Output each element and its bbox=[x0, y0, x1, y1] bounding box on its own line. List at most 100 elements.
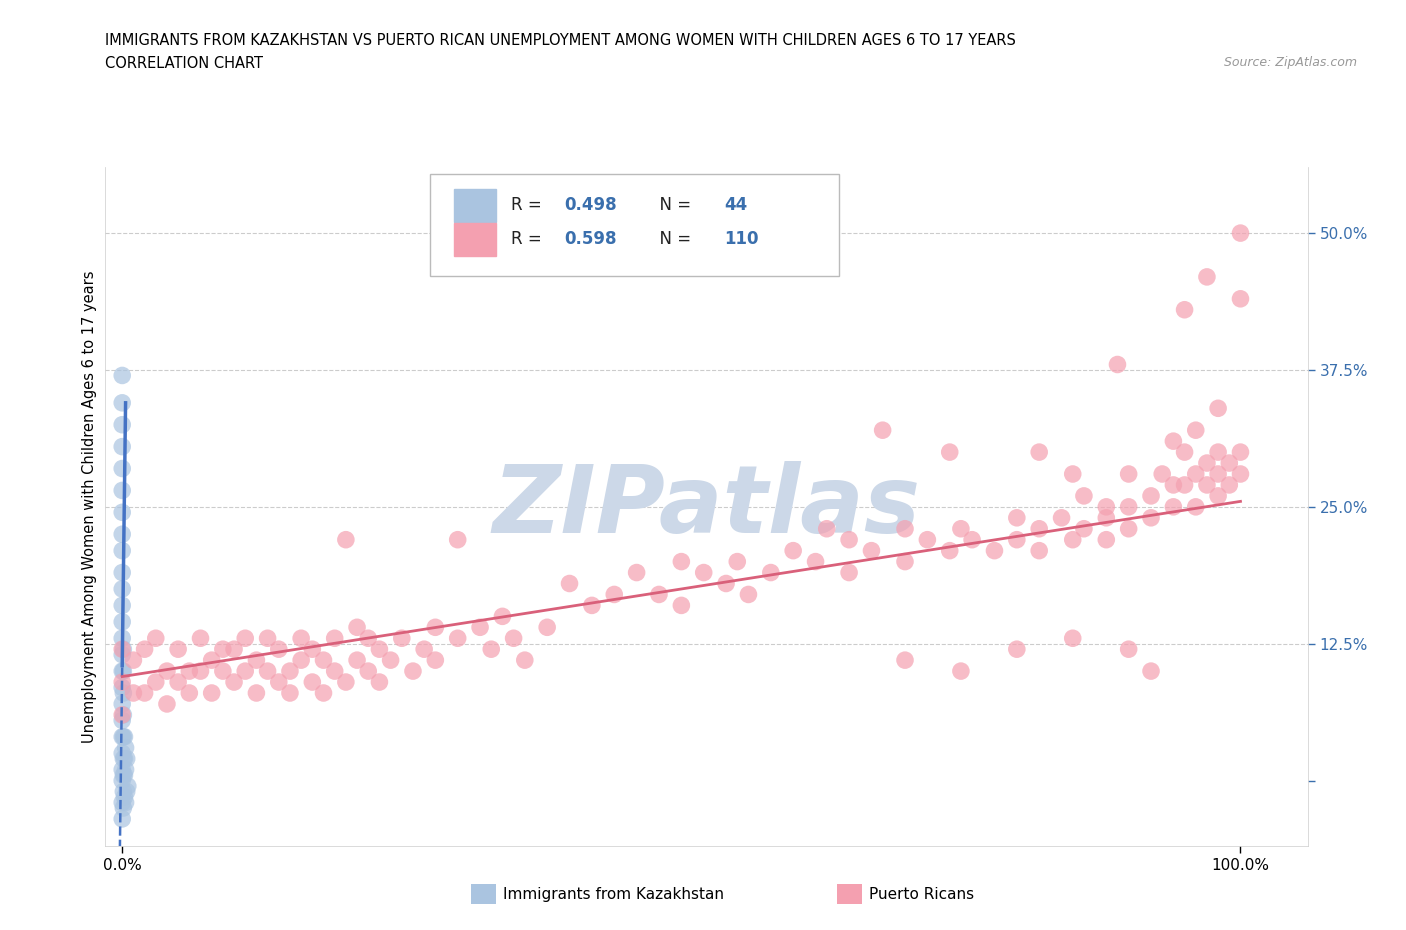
Point bbox=[111, 368, 134, 383]
Point bbox=[1118, 499, 1140, 514]
Point bbox=[938, 445, 960, 459]
Point bbox=[290, 653, 312, 668]
Point bbox=[156, 697, 179, 711]
Point bbox=[1095, 511, 1118, 525]
Point bbox=[111, 674, 134, 689]
Point bbox=[938, 543, 960, 558]
Point bbox=[111, 680, 134, 695]
Point bbox=[357, 664, 380, 679]
Point bbox=[949, 522, 972, 537]
Text: N =: N = bbox=[648, 196, 696, 215]
Point bbox=[357, 631, 380, 645]
Point bbox=[671, 598, 693, 613]
Point bbox=[815, 522, 838, 537]
Point bbox=[860, 543, 883, 558]
Point bbox=[479, 642, 502, 657]
Point bbox=[838, 565, 860, 580]
Point bbox=[1163, 433, 1185, 448]
Point bbox=[111, 647, 134, 662]
Point bbox=[1206, 467, 1229, 482]
Text: Puerto Ricans: Puerto Ricans bbox=[869, 887, 974, 902]
Point bbox=[671, 554, 693, 569]
Point bbox=[111, 395, 134, 410]
Point bbox=[134, 642, 156, 657]
Point bbox=[111, 526, 134, 541]
Point bbox=[111, 746, 134, 761]
Text: R =: R = bbox=[510, 196, 547, 215]
Point bbox=[402, 664, 425, 679]
Point bbox=[872, 423, 894, 438]
Point bbox=[117, 778, 139, 793]
Point bbox=[983, 543, 1005, 558]
Point bbox=[603, 587, 626, 602]
Point bbox=[115, 784, 138, 799]
Point bbox=[468, 620, 491, 635]
Point bbox=[256, 631, 278, 645]
Point bbox=[1118, 467, 1140, 482]
Point bbox=[1163, 477, 1185, 492]
Text: Source: ZipAtlas.com: Source: ZipAtlas.com bbox=[1223, 56, 1357, 69]
Point bbox=[112, 664, 135, 679]
Point bbox=[1062, 467, 1084, 482]
Point bbox=[111, 812, 134, 827]
Point bbox=[112, 784, 135, 799]
Point bbox=[114, 795, 136, 810]
Point bbox=[212, 664, 235, 679]
Point bbox=[1218, 456, 1240, 471]
Point bbox=[112, 708, 135, 723]
Point bbox=[222, 642, 245, 657]
Point bbox=[1174, 302, 1197, 317]
FancyBboxPatch shape bbox=[454, 223, 496, 256]
Point bbox=[1229, 226, 1251, 241]
Point bbox=[278, 664, 301, 679]
Point bbox=[1206, 488, 1229, 503]
Point bbox=[1184, 499, 1206, 514]
Point bbox=[1195, 270, 1218, 285]
Point bbox=[145, 674, 167, 689]
Point bbox=[447, 532, 470, 547]
Point bbox=[1229, 467, 1251, 482]
Point bbox=[267, 642, 290, 657]
Point bbox=[114, 763, 136, 777]
Point bbox=[1195, 477, 1218, 492]
Text: 0.498: 0.498 bbox=[565, 196, 617, 215]
Point bbox=[114, 729, 136, 744]
Point bbox=[111, 795, 134, 810]
Point bbox=[233, 664, 256, 679]
Point bbox=[122, 685, 145, 700]
FancyBboxPatch shape bbox=[430, 174, 839, 276]
Point bbox=[112, 801, 135, 816]
Point bbox=[112, 729, 135, 744]
Point bbox=[447, 631, 470, 645]
Point bbox=[111, 763, 134, 777]
Point bbox=[425, 620, 447, 635]
Point bbox=[1229, 445, 1251, 459]
Point bbox=[111, 483, 134, 498]
Point bbox=[1118, 642, 1140, 657]
Point bbox=[111, 697, 134, 711]
Point bbox=[301, 642, 323, 657]
Point bbox=[111, 713, 134, 728]
Point bbox=[114, 740, 136, 755]
Point bbox=[693, 565, 716, 580]
Point bbox=[1152, 467, 1174, 482]
Point bbox=[648, 587, 671, 602]
Point bbox=[536, 620, 558, 635]
Point bbox=[312, 653, 335, 668]
Point bbox=[1005, 642, 1028, 657]
Point bbox=[391, 631, 413, 645]
Point bbox=[156, 664, 179, 679]
Point bbox=[167, 642, 190, 657]
Point bbox=[1095, 499, 1118, 514]
Point bbox=[1005, 532, 1028, 547]
Point bbox=[1163, 499, 1185, 514]
Point bbox=[380, 653, 402, 668]
Point bbox=[145, 631, 167, 645]
Point bbox=[1206, 445, 1229, 459]
Point bbox=[290, 631, 312, 645]
Point bbox=[335, 532, 357, 547]
Point bbox=[323, 631, 346, 645]
Point bbox=[233, 631, 256, 645]
Point bbox=[894, 522, 917, 537]
Point bbox=[759, 565, 782, 580]
